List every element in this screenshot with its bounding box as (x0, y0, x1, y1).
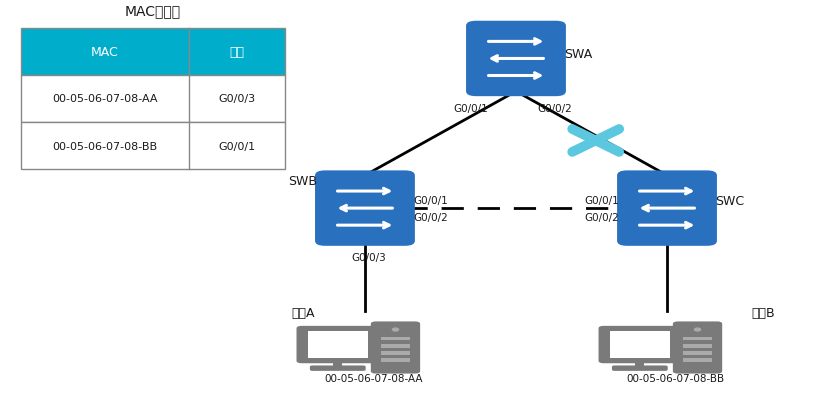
FancyBboxPatch shape (381, 344, 410, 348)
Text: 00-05-06-07-08-AA: 00-05-06-07-08-AA (52, 94, 158, 104)
Polygon shape (333, 361, 342, 367)
Text: G0/0/3: G0/0/3 (218, 94, 256, 104)
Text: G0/0/1: G0/0/1 (453, 103, 487, 113)
FancyBboxPatch shape (308, 331, 368, 358)
FancyBboxPatch shape (381, 337, 410, 341)
FancyBboxPatch shape (371, 321, 420, 374)
FancyBboxPatch shape (618, 171, 717, 246)
FancyBboxPatch shape (381, 358, 410, 362)
Polygon shape (635, 361, 644, 367)
Text: SWB: SWB (288, 175, 317, 188)
FancyBboxPatch shape (381, 351, 410, 355)
FancyBboxPatch shape (673, 321, 722, 374)
FancyBboxPatch shape (612, 366, 668, 371)
Text: 端口: 端口 (230, 46, 244, 58)
FancyBboxPatch shape (21, 76, 285, 123)
Text: MAC: MAC (91, 46, 119, 58)
FancyBboxPatch shape (683, 358, 712, 362)
FancyBboxPatch shape (21, 123, 285, 170)
Text: SWC: SWC (715, 194, 744, 207)
FancyBboxPatch shape (683, 351, 712, 355)
Text: 主机B: 主机B (751, 306, 774, 319)
Circle shape (695, 328, 701, 331)
FancyBboxPatch shape (296, 326, 379, 363)
Circle shape (393, 328, 399, 331)
FancyBboxPatch shape (610, 331, 670, 358)
Text: 00-05-06-07-08-BB: 00-05-06-07-08-BB (627, 373, 724, 383)
Text: G0/0/1: G0/0/1 (218, 141, 256, 151)
Text: G0/0/1: G0/0/1 (584, 195, 619, 205)
Text: 00-05-06-07-08-BB: 00-05-06-07-08-BB (52, 141, 158, 151)
FancyBboxPatch shape (21, 29, 285, 76)
FancyBboxPatch shape (315, 171, 414, 246)
Text: SWA: SWA (564, 47, 592, 61)
Text: MAC地址表: MAC地址表 (125, 4, 181, 18)
Text: 主机A: 主机A (291, 306, 315, 319)
FancyBboxPatch shape (683, 344, 712, 348)
Text: G0/0/2: G0/0/2 (584, 212, 619, 222)
Text: G0/0/3: G0/0/3 (352, 253, 387, 263)
Text: 00-05-06-07-08-AA: 00-05-06-07-08-AA (324, 373, 423, 383)
Text: G0/0/2: G0/0/2 (413, 212, 448, 222)
Text: G0/0/2: G0/0/2 (537, 103, 571, 113)
Text: G0/0/1: G0/0/1 (413, 195, 448, 205)
FancyBboxPatch shape (598, 326, 681, 363)
FancyBboxPatch shape (466, 22, 565, 97)
FancyBboxPatch shape (683, 337, 712, 341)
FancyBboxPatch shape (310, 366, 366, 371)
